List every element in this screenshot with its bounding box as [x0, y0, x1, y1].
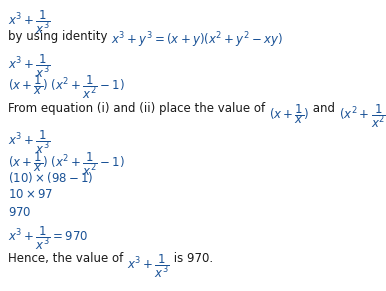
- Text: $(x + \dfrac{1}{x})\;(x^2 + \dfrac{1}{x^2} - 1)$: $(x + \dfrac{1}{x})\;(x^2 + \dfrac{1}{x^…: [8, 150, 125, 178]
- Text: $(x^2 + \dfrac{1}{x^2})$: $(x^2 + \dfrac{1}{x^2})$: [339, 102, 386, 130]
- Text: $x^3 + y^3 = (x + y)(x^2 + y^2 - xy)$: $x^3 + y^3 = (x + y)(x^2 + y^2 - xy)$: [111, 30, 283, 49]
- Text: and: and: [310, 102, 339, 115]
- Text: $10 \times 97$: $10 \times 97$: [8, 188, 53, 201]
- Text: $970$: $970$: [8, 206, 32, 219]
- Text: is 970.: is 970.: [170, 252, 213, 265]
- Text: $(x + \dfrac{1}{x})$: $(x + \dfrac{1}{x})$: [269, 102, 310, 126]
- Text: $(10) \times (98 - 1)$: $(10) \times (98 - 1)$: [8, 170, 93, 185]
- Text: From equation (i) and (ii) place the value of: From equation (i) and (ii) place the val…: [8, 102, 269, 115]
- Text: $x^3 + \dfrac{1}{x^3}$: $x^3 + \dfrac{1}{x^3}$: [8, 52, 51, 80]
- Text: $x^3 + \dfrac{1}{x^3} = 970$: $x^3 + \dfrac{1}{x^3} = 970$: [8, 224, 88, 252]
- Text: $(x + \dfrac{1}{x})\;(x^2 + \dfrac{1}{x^2} - 1)$: $(x + \dfrac{1}{x})\;(x^2 + \dfrac{1}{x^…: [8, 73, 125, 101]
- Text: $x^3 + \dfrac{1}{x^3}$: $x^3 + \dfrac{1}{x^3}$: [127, 252, 170, 280]
- Text: Hence, the value of: Hence, the value of: [8, 252, 127, 265]
- Text: $x^3 + \dfrac{1}{x^3}$: $x^3 + \dfrac{1}{x^3}$: [8, 8, 51, 36]
- Text: $x^3 + \dfrac{1}{x^3}$: $x^3 + \dfrac{1}{x^3}$: [8, 128, 51, 156]
- Text: by using identity: by using identity: [8, 30, 111, 43]
